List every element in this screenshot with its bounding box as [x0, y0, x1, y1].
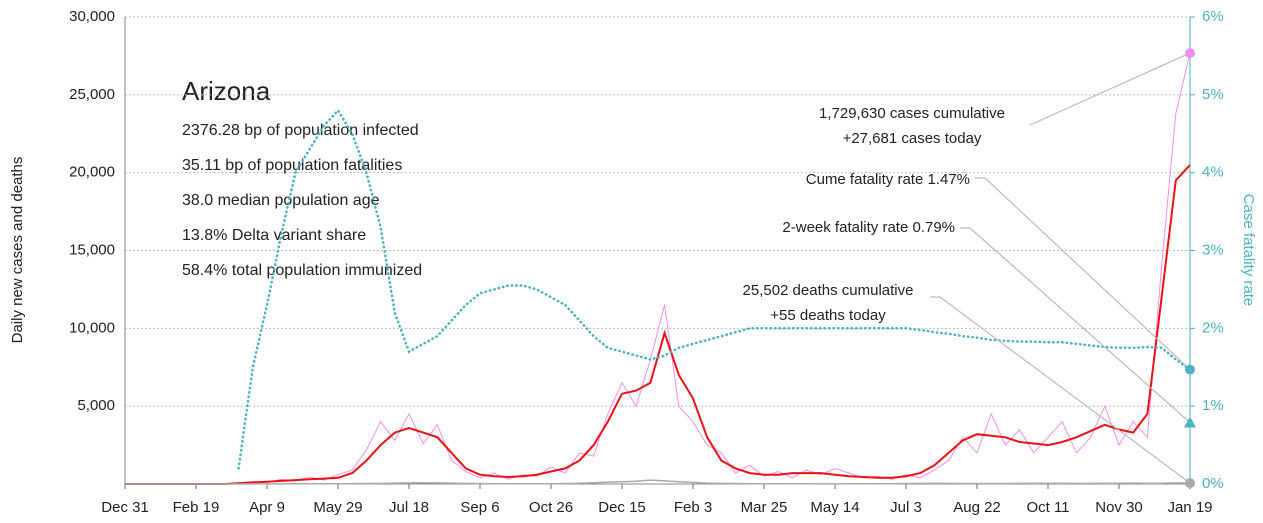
x-tick-label: Dec 15 — [598, 499, 646, 516]
series-line — [125, 479, 1191, 485]
leader-line — [1029, 52, 1191, 126]
y2-tick-label: 4% — [1202, 164, 1224, 181]
series-line — [237, 108, 1192, 470]
x-tick-label: Aug 22 — [953, 499, 1001, 516]
y2-tick-label: 1% — [1202, 397, 1224, 414]
y-tick-label: 5,000 — [77, 397, 115, 414]
end-marker — [1184, 416, 1196, 428]
end-marker — [1185, 478, 1195, 489]
annotation: +55 deaths today — [770, 307, 886, 324]
y-axis-label: Daily new cases and deaths — [9, 157, 26, 344]
x-tick-label: Oct 11 — [1026, 499, 1069, 516]
x-tick-label: Dec 31 — [101, 499, 149, 516]
x-tick-label: May 29 — [313, 499, 362, 516]
y2-axis-label: Case fatality rate — [1240, 194, 1257, 307]
info-line: 58.4% total population immunized — [182, 262, 422, 279]
y-tick-label: 30,000 — [69, 8, 115, 25]
x-tick-label: Mar 25 — [741, 499, 788, 516]
annotation: 25,502 deaths cumulative — [743, 282, 914, 299]
y2-tick-label: 2% — [1202, 319, 1224, 336]
y2-tick-label: 5% — [1202, 86, 1224, 103]
annotation: +27,681 cases today — [843, 130, 982, 147]
annotation: 2-week fatality rate 0.79% — [782, 219, 955, 236]
y2-tick-label: 6% — [1202, 8, 1224, 25]
x-tick-label: Jan 19 — [1167, 499, 1212, 516]
info-line: 38.0 median population age — [182, 192, 380, 209]
x-tick-label: Oct 26 — [529, 499, 573, 516]
x-tick-label: Jul 18 — [389, 499, 429, 516]
y2-tick-label: 0% — [1202, 475, 1224, 492]
leader-line — [930, 296, 1191, 484]
info-title: Arizona — [182, 76, 271, 106]
info-line: 35.11 bp of population fatalities — [182, 157, 402, 174]
x-tick-label: Jul 3 — [890, 499, 922, 516]
info-line: 13.8% Delta variant share — [182, 227, 366, 244]
annotation: 1,729,630 cases cumulative — [819, 105, 1005, 122]
end-marker — [1185, 48, 1195, 59]
y-tick-label: 25,000 — [69, 86, 115, 103]
info-line: 2376.28 bp of population infected — [182, 122, 419, 139]
x-tick-label: Apr 9 — [249, 499, 285, 516]
x-tick-label: Nov 30 — [1095, 499, 1143, 516]
x-tick-label: Feb 19 — [173, 499, 220, 516]
y-tick-label: 10,000 — [69, 319, 115, 336]
y-tick-label: 20,000 — [69, 164, 115, 181]
leader-line — [960, 227, 1191, 423]
leader-line — [975, 177, 1191, 371]
x-tick-label: May 14 — [810, 499, 859, 516]
series-line — [125, 164, 1191, 485]
annotation: Cume fatality rate 1.47% — [806, 171, 970, 188]
y2-tick-label: 3% — [1202, 241, 1224, 258]
x-tick-label: Feb 3 — [674, 499, 712, 516]
x-tick-label: Sep 6 — [460, 499, 499, 516]
end-marker — [1185, 364, 1195, 375]
y-tick-label: 15,000 — [69, 241, 115, 258]
